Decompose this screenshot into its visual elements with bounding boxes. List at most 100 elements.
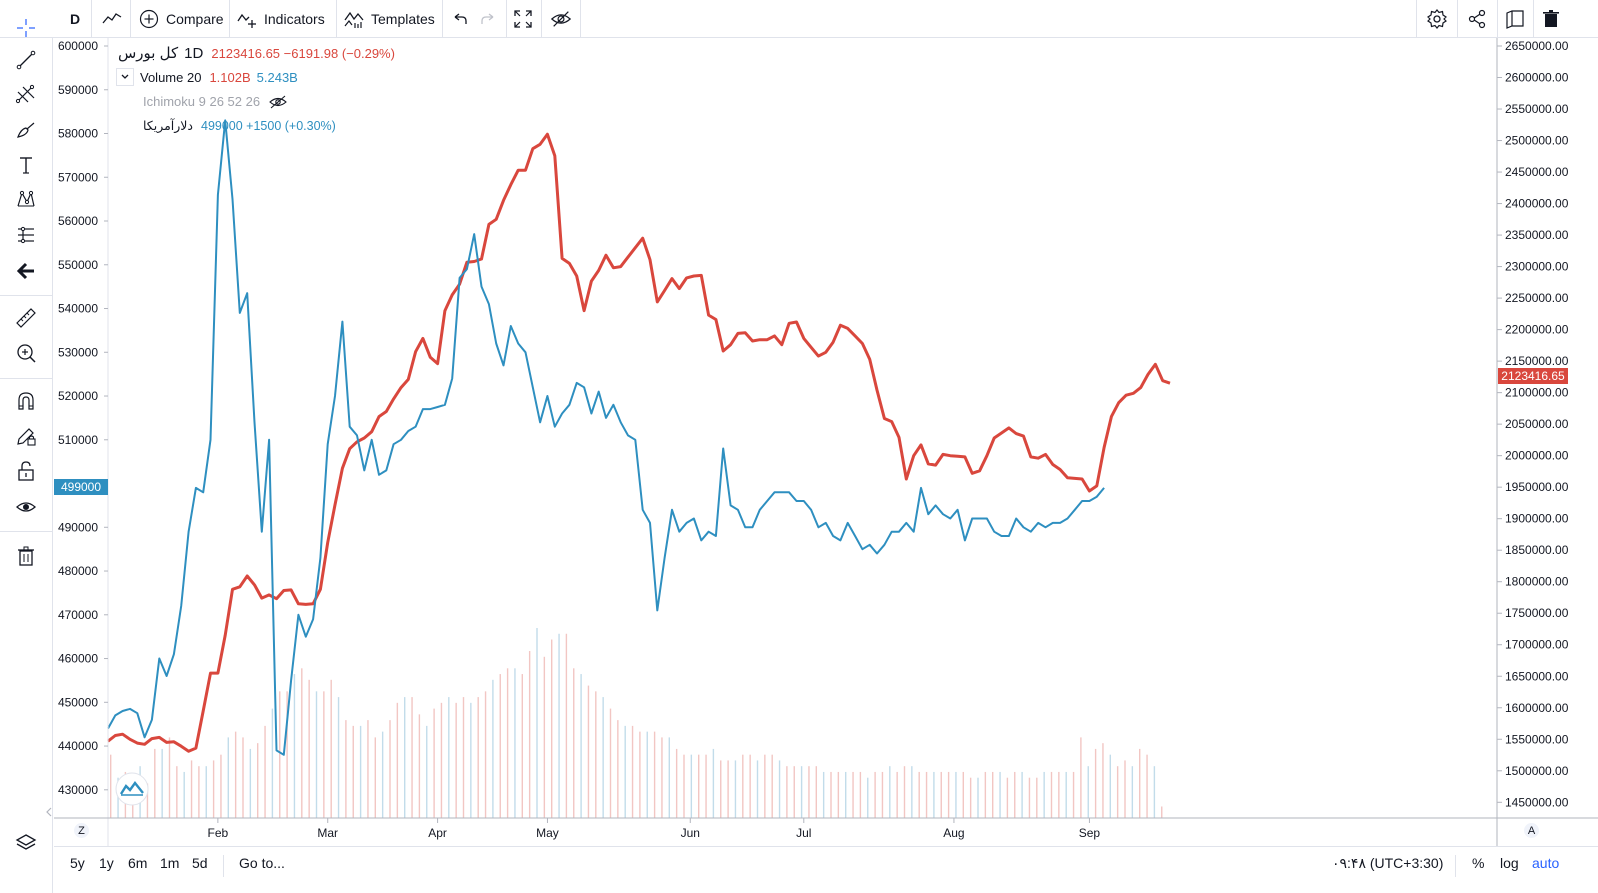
right-axis-tick-label: 2100000.00: [1505, 386, 1569, 400]
auto-toggle[interactable]: auto: [1532, 855, 1559, 871]
compare-legend[interactable]: دلارآمریکا 499000 +1500 (+0.30%): [143, 118, 336, 134]
volume-bar: [168, 737, 171, 818]
right-price-tag-value: 2123416.65: [1501, 369, 1565, 383]
range-1y[interactable]: 1y: [99, 855, 114, 871]
volume-bar: [874, 771, 876, 818]
time-axis[interactable]: Feb Mar Apr May Jun Jul Aug Sep: [208, 818, 1101, 840]
compare-values: 499000 +1500 (+0.30%): [201, 118, 336, 133]
branding-logo[interactable]: [115, 772, 149, 806]
time-label: ۰۹:۴۸ (UTC+3:30): [1332, 855, 1444, 871]
zoom-tool[interactable]: [12, 339, 40, 367]
index-series-line[interactable]: [107, 132, 1171, 753]
collapse-legend-button[interactable]: [116, 68, 134, 86]
crosshair-tool[interactable]: [12, 14, 40, 42]
brush-icon: [15, 119, 37, 141]
volume-bar: [1065, 771, 1067, 818]
undo-button[interactable]: [449, 0, 471, 37]
volume-bar: [257, 743, 259, 818]
right-axis-tick-label: 2400000.00: [1505, 197, 1569, 211]
delete-button[interactable]: [1540, 0, 1562, 37]
zoom-reset-label: Z: [78, 824, 85, 837]
volume-bar: [506, 668, 509, 818]
prediction-tool[interactable]: [12, 221, 40, 249]
show-drawings-tool[interactable]: [12, 493, 40, 521]
indicators-button[interactable]: Indicators: [236, 0, 325, 37]
stay-in-drawing-mode-tool[interactable]: [12, 422, 40, 450]
range-5d[interactable]: 5d: [192, 855, 208, 871]
fib-tool[interactable]: [12, 81, 40, 109]
range-6m[interactable]: 6m: [128, 855, 147, 871]
timezone-button[interactable]: ۰۹:۴۸ (UTC+3:30): [1332, 855, 1443, 872]
chart-pane[interactable]: 600000 590000 580000 570000 560000 550000 5400…: [54, 38, 1598, 846]
volume-bar: [653, 731, 656, 818]
zoom-reset-button[interactable]: Z: [74, 823, 89, 838]
interval-button[interactable]: D: [60, 0, 90, 37]
auto-scale-button[interactable]: A: [1524, 823, 1539, 838]
trend-line-tool[interactable]: [12, 46, 40, 74]
right-price-axis[interactable]: 2650000.00 2600000.00 2550000.00 2500000.00…: [1497, 39, 1569, 809]
goto-button[interactable]: Go to...: [239, 855, 285, 871]
left-axis-tick-label: 430000: [58, 783, 98, 797]
volume-bar: [264, 725, 266, 818]
collapse-toolbar-button[interactable]: [44, 802, 54, 822]
volume-bar: [800, 766, 803, 818]
volume-bar: [190, 760, 193, 818]
volume-bar: [668, 737, 670, 818]
volume-bar: [146, 783, 149, 818]
ichimoku-legend[interactable]: Ichimoku 9 26 52 26: [143, 94, 288, 109]
back-button[interactable]: [12, 257, 40, 285]
volume-bar: [154, 748, 156, 818]
volume-bar: [1102, 743, 1104, 818]
templates-button[interactable]: Templates: [343, 0, 435, 37]
snapshot-button[interactable]: [1503, 0, 1527, 37]
volume-bar: [1072, 771, 1075, 818]
magnet-tool[interactable]: [12, 387, 40, 415]
percent-toggle[interactable]: %: [1472, 855, 1484, 871]
volume-bar: [1094, 748, 1097, 818]
chart-style-button[interactable]: [99, 0, 125, 37]
left-axis-tick-label: 540000: [58, 302, 98, 316]
eye-crossed-icon[interactable]: [268, 95, 288, 109]
volume-bar: [1058, 771, 1060, 818]
left-axis-tick-label: 450000: [58, 695, 98, 709]
right-axis-tick-label: 1650000.00: [1505, 669, 1569, 683]
compare-label: Compare: [166, 10, 224, 27]
dollar-series-line[interactable]: [107, 119, 1105, 756]
range-1m[interactable]: 1m: [160, 855, 179, 871]
right-axis-tick-label: 1900000.00: [1505, 512, 1569, 526]
left-axis-tick-label: 470000: [58, 608, 98, 622]
compare-button[interactable]: Compare: [138, 0, 224, 37]
fullscreen-button[interactable]: [512, 0, 534, 37]
share-button[interactable]: [1465, 0, 1489, 37]
left-axis-tick-label: 570000: [58, 170, 98, 184]
volume-bar: [536, 628, 538, 818]
hide-drawings-button[interactable]: [549, 0, 573, 37]
volume-legend[interactable]: Volume 20 1.102B 5.243B: [116, 68, 298, 86]
left-price-tag-value: 499000: [60, 480, 102, 494]
main-series-legend[interactable]: کل بورس 1D 2123416.65 −6191.98 (−0.29%): [118, 44, 395, 63]
volume-bar: [565, 633, 568, 818]
volume-bar: [1109, 754, 1111, 818]
toolbar-divider: [580, 0, 581, 37]
ruler-icon: [15, 307, 37, 329]
object-tree-button[interactable]: [12, 829, 40, 857]
settings-button[interactable]: [1425, 0, 1449, 37]
volume-bar: [903, 766, 906, 818]
text-tool[interactable]: [12, 151, 40, 179]
pattern-tool[interactable]: [12, 186, 40, 214]
right-axis-tick-label: 1800000.00: [1505, 575, 1569, 589]
volume-bar: [279, 691, 281, 818]
toolbar-divider: [130, 0, 131, 37]
left-axis-tick-label: 550000: [58, 258, 98, 272]
chart-canvas[interactable]: 600000 590000 580000 570000 560000 550000 5400…: [54, 38, 1598, 846]
brush-tool[interactable]: [12, 116, 40, 144]
left-price-axis[interactable]: 600000 590000 580000 570000 560000 550000 5400…: [58, 39, 108, 797]
volume-bar: [462, 697, 465, 818]
ruler-tool[interactable]: [12, 304, 40, 332]
lock-drawings-tool[interactable]: [12, 457, 40, 485]
remove-drawings-tool[interactable]: [12, 542, 40, 570]
redo-button[interactable]: [477, 0, 499, 37]
range-5y[interactable]: 5y: [70, 855, 85, 871]
volume-bar: [969, 777, 972, 818]
log-toggle[interactable]: log: [1500, 855, 1519, 871]
